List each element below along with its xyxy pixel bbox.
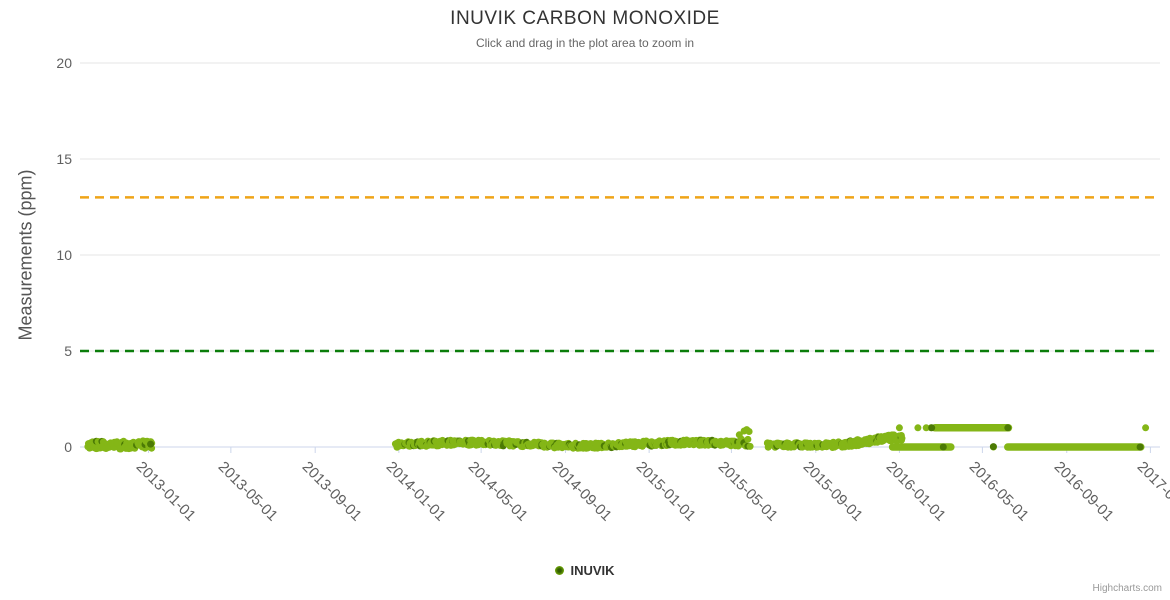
data-point[interactable] <box>746 442 754 450</box>
data-point[interactable] <box>745 428 753 435</box>
chart-subtitle: Click and drag in the plot area to zoom … <box>475 36 695 50</box>
data-point[interactable] <box>1142 424 1150 432</box>
y-axis-label: 5 <box>64 343 72 359</box>
highcharts-credit-link[interactable]: Highcharts.com <box>1092 583 1162 594</box>
data-point[interactable] <box>989 443 997 451</box>
data-point[interactable] <box>898 434 906 442</box>
data-point[interactable] <box>939 443 947 451</box>
y-axis-label: 20 <box>56 55 72 71</box>
data-point[interactable] <box>1136 443 1144 451</box>
legend-label: INUVIK <box>570 563 615 578</box>
y-axis-label: 15 <box>56 151 72 167</box>
data-point[interactable] <box>922 424 930 432</box>
data-point[interactable] <box>928 424 936 432</box>
series-marker-icon <box>555 566 565 575</box>
data-point[interactable] <box>895 424 903 432</box>
chart-title: INUVIK CARBON MONOXIDE <box>450 8 720 29</box>
data-point[interactable] <box>914 424 922 432</box>
y-axis-label: 0 <box>64 439 72 455</box>
legend-item-inuvik[interactable]: INUVIK <box>555 563 615 578</box>
legend: INUVIK <box>0 563 1170 578</box>
data-point[interactable] <box>1004 424 1012 432</box>
y-axis-label: 10 <box>56 247 72 263</box>
plot-area[interactable] <box>0 0 1170 560</box>
data-point[interactable] <box>744 435 752 443</box>
data-point[interactable] <box>147 440 155 448</box>
